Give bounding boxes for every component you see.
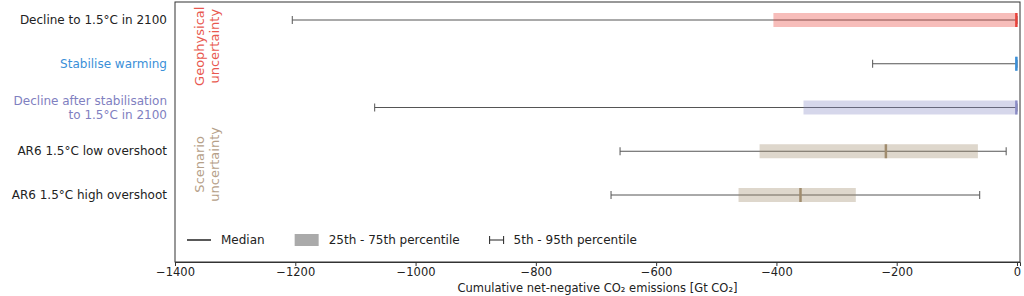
whisker-cap xyxy=(979,191,980,199)
x-tick: 0 xyxy=(1014,262,1021,279)
legend: Median 25th - 75th percentile 5th - 95th p… xyxy=(187,233,637,247)
x-tick-label: −1200 xyxy=(276,265,315,279)
x-tick: −800 xyxy=(521,262,553,279)
category-label: Stabilise warming xyxy=(60,57,167,71)
x-tick-label: −800 xyxy=(521,265,553,279)
x-tick: −200 xyxy=(881,262,913,279)
x-tick: −1000 xyxy=(397,262,436,279)
median xyxy=(799,188,802,202)
iqr-box xyxy=(773,13,1017,27)
whisker xyxy=(873,63,1017,64)
whisker-cap xyxy=(292,16,293,24)
iqr-box xyxy=(803,101,1017,115)
x-tick-label: −400 xyxy=(761,265,793,279)
group-annotation: Geophysicaluncertainty xyxy=(192,7,222,86)
category-label: Decline after stabilisationto 1.5°C in 2… xyxy=(14,94,167,122)
whisker-cap xyxy=(1006,147,1007,155)
median xyxy=(1015,57,1018,71)
whisker-cap xyxy=(374,104,375,112)
category-label: Decline to 1.5°C in 2100 xyxy=(20,13,167,27)
chart: −1400 −1200 −1000 −800 −600 −400 −200 0 Cumulati… xyxy=(0,0,1024,296)
x-tick: −1200 xyxy=(276,262,315,279)
legend-swatch xyxy=(187,239,211,241)
x-tick-label: −200 xyxy=(881,265,913,279)
x-axis: −1400 −1200 −1000 −800 −600 −400 −200 0 xyxy=(156,262,1021,279)
x-tick: −600 xyxy=(641,262,673,279)
category-label: AR6 1.5°C high overshoot xyxy=(12,188,168,202)
iqr-box xyxy=(1015,57,1017,71)
iqr-box xyxy=(760,144,978,158)
median xyxy=(885,144,888,158)
x-axis-title: Cumulative net-negative CO₂ emissions [G… xyxy=(458,281,738,295)
legend-label: 25th - 75th percentile xyxy=(329,233,460,247)
legend-swatch xyxy=(503,236,504,244)
legend-swatch xyxy=(490,240,504,241)
legend-label: 5th - 95th percentile xyxy=(514,233,637,247)
whisker-cap xyxy=(872,60,873,68)
legend-swatch xyxy=(489,236,490,244)
whisker-cap xyxy=(611,191,612,199)
x-tick-label: −1000 xyxy=(397,265,436,279)
legend-swatch xyxy=(295,234,319,246)
median xyxy=(1015,13,1018,27)
category-label: AR6 1.5°C low overshoot xyxy=(17,144,167,158)
whisker-cap xyxy=(620,147,621,155)
group-annotation: Scenariouncertainty xyxy=(192,127,222,202)
legend-label: Median xyxy=(221,233,265,247)
iqr-box xyxy=(739,188,856,202)
x-tick: −1400 xyxy=(156,262,195,279)
x-tick-label: −600 xyxy=(641,265,673,279)
median xyxy=(1015,101,1018,115)
x-tick-label: 0 xyxy=(1014,265,1021,279)
x-tick-label: −1400 xyxy=(156,265,195,279)
marks xyxy=(292,13,1017,202)
plot-frame xyxy=(175,2,1020,262)
x-tick: −400 xyxy=(761,262,793,279)
